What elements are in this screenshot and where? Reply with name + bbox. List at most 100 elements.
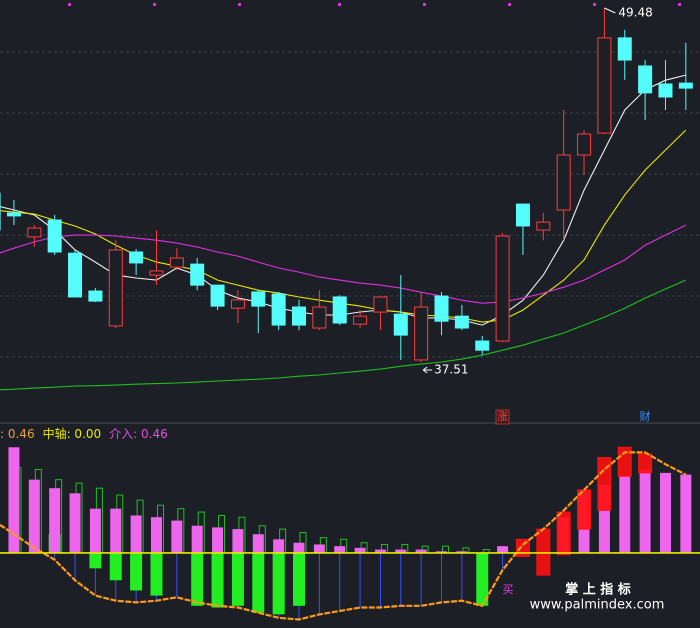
- signal: 买: [503, 583, 514, 596]
- candle-body: [251, 291, 266, 307]
- legend-entry: 中轴: 0.00: [43, 426, 102, 441]
- candle-body: [88, 290, 103, 302]
- candle-body: [230, 299, 245, 309]
- green-bar: [130, 552, 143, 591]
- legend: : 0.46 中轴: 0.00 介入: 0.46: [0, 426, 168, 441]
- candle-body: [271, 293, 286, 326]
- pink-bar: [252, 534, 264, 553]
- pink-bar: [456, 551, 468, 553]
- pink-bar: [273, 539, 285, 553]
- pink-bar: [150, 517, 162, 553]
- pink-bar: [354, 547, 366, 553]
- candle-body: [414, 306, 429, 361]
- pink-bar: [130, 515, 142, 553]
- pink-bar: [639, 469, 651, 553]
- red-bar: [556, 511, 571, 556]
- candle-body: [6, 212, 21, 217]
- candle-body: [129, 251, 144, 264]
- pink-bar: [8, 447, 20, 553]
- green-bar: [476, 552, 489, 606]
- candle-body: [638, 65, 653, 94]
- candle-body: [373, 296, 388, 313]
- top-dots: [68, 3, 681, 6]
- watermark: 掌 上 指 标: [565, 582, 631, 598]
- candle-body: [47, 219, 62, 253]
- green-bar: [191, 552, 204, 606]
- red-bar: [536, 528, 551, 576]
- green-bar: [272, 552, 285, 615]
- signal: 涨: [497, 410, 508, 423]
- candle-body: [475, 340, 490, 351]
- pink-bar: [436, 551, 448, 553]
- signal-box: [495, 409, 510, 425]
- green-bar: [211, 552, 224, 608]
- pink-bar: [69, 493, 81, 553]
- moving-average: [0, 129, 687, 323]
- legend-entry: : 0.46: [0, 427, 35, 441]
- candle-body: [597, 37, 612, 134]
- pink-bar: [191, 525, 203, 553]
- pink-bar: [212, 527, 224, 553]
- candle-body: [617, 37, 632, 61]
- candle-body: [515, 203, 530, 227]
- red-bar: [617, 446, 632, 477]
- pink-bar: [110, 508, 122, 553]
- moving-average: [0, 224, 687, 304]
- pink-bar: [293, 542, 305, 553]
- green-bar: [109, 552, 122, 581]
- candle-body: [556, 154, 571, 211]
- green-bar: [252, 552, 265, 613]
- signal: 财: [640, 409, 651, 423]
- candle-body: [454, 315, 469, 329]
- candle-body: [149, 270, 164, 276]
- watermark: www.palmindex.com: [530, 598, 665, 613]
- indicator-curve: [0, 451, 687, 621]
- green-bar: [293, 552, 305, 606]
- candle-body: [658, 83, 673, 98]
- annotation-arrow: [604, 7, 616, 14]
- annotation-arrowhead: [422, 366, 428, 374]
- candle-body: [210, 284, 225, 307]
- pink-bar: [395, 549, 407, 553]
- candle-body: [68, 252, 83, 298]
- pink-bar: [497, 546, 509, 553]
- candle-body: [190, 263, 205, 286]
- annotation: 37.51: [434, 363, 468, 377]
- candle-body: [353, 315, 368, 325]
- pink-bar: [313, 544, 325, 553]
- red-bar: [597, 457, 612, 511]
- grid: [0, 51, 700, 358]
- candle-body: [169, 257, 184, 268]
- pink-bar: [415, 549, 427, 553]
- pink-bar: [171, 520, 183, 553]
- annotation: 49.48: [618, 5, 652, 19]
- pink-bar: [374, 549, 386, 553]
- red-bar: [638, 453, 653, 474]
- pink-bar: [598, 484, 610, 553]
- candle-body: [678, 82, 693, 89]
- pink-bar: [89, 508, 101, 553]
- candle-body: [393, 313, 408, 336]
- pink-bar: [659, 472, 671, 553]
- pink-bar: [680, 474, 692, 553]
- candle-body: [577, 133, 592, 156]
- pink-bar: [28, 479, 40, 553]
- pink-bar: [232, 529, 244, 553]
- pink-bar: [619, 476, 631, 553]
- moving-average: [0, 279, 687, 391]
- plot: 49.48 37.51: [0, 5, 700, 621]
- pink-bar: [334, 546, 346, 553]
- pink-bar: [49, 488, 61, 553]
- candle-body: [434, 295, 449, 322]
- candle-body: [292, 306, 306, 326]
- candle-body: [536, 221, 551, 231]
- green-bar: [89, 552, 102, 569]
- green-bar: [150, 552, 163, 596]
- green-bar: [231, 552, 244, 606]
- legend-entry: 介入: 0.46: [109, 427, 168, 441]
- candle-body: [312, 306, 327, 329]
- candle-body: [495, 235, 510, 342]
- candle-body: [27, 227, 42, 238]
